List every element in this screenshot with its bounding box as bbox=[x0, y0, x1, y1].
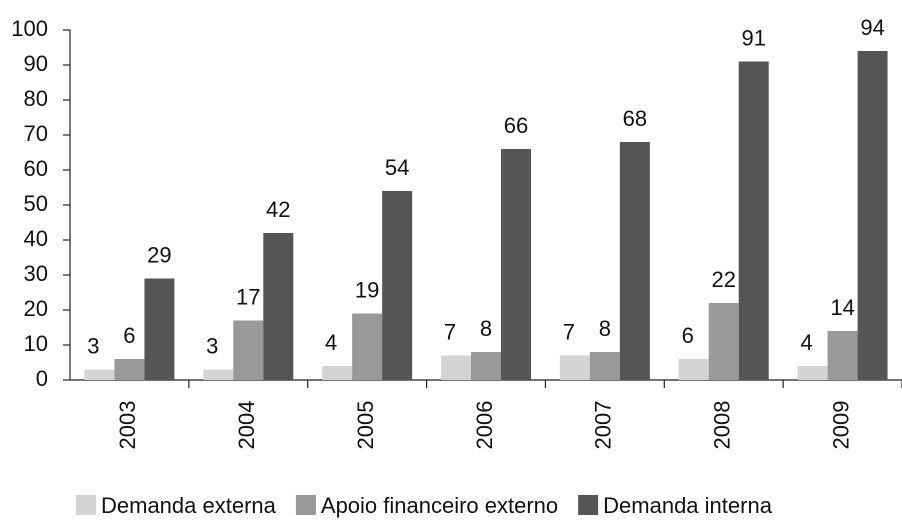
bar bbox=[203, 369, 234, 380]
bar bbox=[797, 366, 828, 380]
data-label: 29 bbox=[147, 242, 171, 267]
legend-label: Apoio financeiro externo bbox=[321, 493, 558, 518]
data-label: 17 bbox=[236, 284, 260, 309]
bar bbox=[114, 359, 145, 380]
bar bbox=[233, 320, 264, 380]
data-label: 4 bbox=[800, 330, 812, 355]
y-tick-label: 40 bbox=[24, 226, 48, 251]
bar bbox=[678, 359, 709, 380]
bar bbox=[708, 303, 739, 380]
bar bbox=[144, 278, 175, 380]
data-label: 7 bbox=[444, 319, 456, 344]
y-tick-label: 100 bbox=[11, 16, 48, 41]
x-tick-label: 2007 bbox=[591, 401, 616, 450]
y-tick-label: 80 bbox=[24, 86, 48, 111]
data-label: 14 bbox=[830, 295, 854, 320]
bar bbox=[322, 366, 353, 380]
data-label: 91 bbox=[741, 25, 765, 50]
y-tick-label: 70 bbox=[24, 121, 48, 146]
legend-label: Demanda externa bbox=[101, 493, 277, 518]
data-label: 3 bbox=[206, 333, 218, 358]
bar bbox=[589, 352, 620, 380]
data-label: 8 bbox=[599, 316, 611, 341]
bar bbox=[619, 142, 650, 380]
data-label: 68 bbox=[623, 106, 647, 131]
x-tick-label: 2003 bbox=[115, 401, 140, 450]
x-tick-label: 2004 bbox=[234, 401, 259, 450]
x-tick-label: 2009 bbox=[828, 401, 853, 450]
y-tick-label: 30 bbox=[24, 261, 48, 286]
bar bbox=[738, 61, 769, 380]
x-tick-label: 2006 bbox=[472, 401, 497, 450]
bar bbox=[559, 355, 590, 380]
y-tick-label: 60 bbox=[24, 156, 48, 181]
data-label: 4 bbox=[325, 330, 337, 355]
y-tick-label: 90 bbox=[24, 51, 48, 76]
bar bbox=[382, 191, 413, 380]
bar bbox=[501, 149, 531, 380]
bar bbox=[263, 233, 294, 380]
y-tick-label: 50 bbox=[24, 191, 48, 216]
bar bbox=[827, 331, 858, 380]
x-tick-label: 2005 bbox=[353, 401, 378, 450]
data-label: 22 bbox=[711, 267, 735, 292]
legend-swatch bbox=[295, 495, 316, 515]
data-label: 6 bbox=[682, 323, 694, 348]
bar bbox=[857, 51, 888, 380]
x-tick-label: 2008 bbox=[710, 401, 735, 450]
data-label: 6 bbox=[123, 323, 135, 348]
data-label: 7 bbox=[563, 319, 575, 344]
legend-swatch bbox=[578, 495, 599, 515]
data-label: 3 bbox=[87, 333, 99, 358]
bar bbox=[352, 313, 383, 380]
legend-swatch bbox=[76, 495, 96, 515]
bar bbox=[84, 369, 115, 380]
bar bbox=[441, 355, 471, 380]
data-label: 42 bbox=[266, 197, 290, 222]
data-label: 8 bbox=[480, 316, 492, 341]
data-label: 54 bbox=[385, 155, 409, 180]
legend-label: Demanda interna bbox=[603, 493, 773, 518]
data-label: 19 bbox=[355, 277, 379, 302]
data-label: 94 bbox=[860, 15, 884, 40]
y-tick-label: 0 bbox=[36, 366, 48, 391]
bar bbox=[471, 352, 501, 380]
y-tick-label: 10 bbox=[24, 331, 48, 356]
data-label: 66 bbox=[504, 113, 528, 138]
y-tick-label: 20 bbox=[24, 296, 48, 321]
